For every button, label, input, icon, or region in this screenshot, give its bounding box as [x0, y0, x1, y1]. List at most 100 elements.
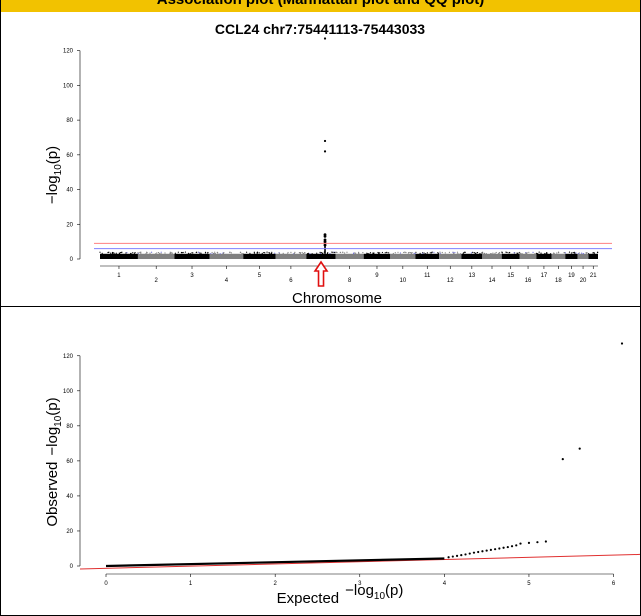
qq-point: [506, 545, 509, 549]
manhattan-point: [521, 252, 523, 255]
manhattan-point: [329, 252, 331, 255]
manhattan-point: [101, 252, 103, 254]
qq-y-tick-label: 100: [63, 389, 74, 395]
manhattan-point: [120, 251, 122, 254]
manhattan-point: [525, 252, 527, 254]
qq-point: [472, 551, 476, 554]
manhattan-point: [207, 252, 209, 254]
manhattan-point: [571, 252, 573, 254]
manhattan-point: [550, 253, 552, 255]
manhattan-point: [384, 252, 386, 254]
manhattan-point: [413, 252, 415, 254]
manhattan-point: [439, 252, 441, 254]
manhattan-x-tick-label: 10: [399, 278, 406, 284]
manhattan-x-tick-label: 11: [424, 273, 431, 279]
manhattan-y-tick-label: 120: [63, 49, 74, 55]
manhattan-point: [110, 252, 112, 254]
manhattan-point: [473, 251, 475, 254]
manhattan-point: [419, 252, 421, 254]
manhattan-point: [133, 253, 136, 255]
manhattan-point: [113, 252, 115, 254]
manhattan-point: [490, 253, 492, 255]
qq-point: [481, 550, 484, 553]
qq-point: [455, 554, 459, 557]
manhattan-point: [146, 251, 148, 253]
qq-x-label-mid: −log: [345, 582, 374, 599]
manhattan-point: [261, 252, 263, 254]
manhattan-chromosome-band: [551, 253, 566, 259]
qq-y-label-mid: −log: [44, 427, 61, 456]
qq-x-tick-label: 1: [189, 581, 193, 587]
manhattan-point: [476, 252, 479, 254]
manhattan-point: [379, 252, 381, 254]
manhattan-point: [568, 251, 571, 253]
manhattan-point: [368, 253, 370, 255]
manhattan-point: [513, 252, 515, 254]
manhattan-peak-point: [323, 243, 327, 247]
manhattan-point: [309, 253, 311, 255]
manhattan-point: [157, 252, 160, 254]
red-arrow-icon: [313, 260, 329, 287]
qq-y-tick-label: 120: [63, 354, 74, 360]
manhattan-point: [301, 251, 303, 254]
qq-point: [544, 540, 547, 543]
manhattan-point: [430, 252, 433, 254]
manhattan-point: [184, 251, 187, 253]
manhattan-plot: CCL24 chr7:75441113-75443033 02040608010…: [44, 21, 612, 307]
manhattan-x-tick-label: 21: [590, 273, 597, 279]
manhattan-point: [537, 253, 539, 255]
manhattan-x-label: Chromosome: [292, 290, 382, 307]
manhattan-point: [174, 252, 176, 254]
qq-point: [502, 546, 505, 549]
qq-x-label-prefix: Expected: [277, 590, 340, 607]
manhattan-chromosome-band: [100, 253, 138, 259]
manhattan-point: [307, 253, 309, 255]
manhattan-chromosome-band: [390, 253, 416, 259]
qq-point: [468, 552, 471, 555]
manhattan-point: [532, 251, 534, 253]
manhattan-point: [130, 252, 132, 255]
manhattan-point: [230, 252, 232, 254]
manhattan-chromosome-band: [565, 253, 578, 259]
manhattan-point: [373, 253, 375, 255]
qq-y-label-sub: 10: [53, 415, 64, 427]
manhattan-point: [216, 251, 218, 253]
manhattan-point: [346, 251, 348, 253]
manhattan-point: [177, 251, 179, 253]
manhattan-point: [394, 252, 396, 254]
qq-y-tick-label: 80: [66, 424, 73, 430]
manhattan-point: [577, 253, 580, 255]
manhattan-point: [253, 251, 255, 253]
manhattan-point: [501, 251, 503, 253]
manhattan-point: [423, 252, 425, 254]
manhattan-point: [563, 251, 566, 254]
manhattan-y-label-suffix: (p): [44, 146, 61, 164]
manhattan-point: [211, 251, 213, 254]
manhattan-point: [192, 252, 194, 254]
manhattan-point: [335, 251, 337, 253]
manhattan-point: [304, 252, 306, 254]
manhattan-point: [388, 252, 390, 254]
manhattan-point: [552, 252, 555, 254]
manhattan-y-ticks: 0 20 40 60 80 100 120: [63, 49, 81, 263]
manhattan-peak-point: [323, 235, 327, 238]
manhattan-point: [483, 252, 486, 255]
manhattan-point: [258, 252, 260, 254]
manhattan-point: [425, 253, 427, 255]
manhattan-point: [517, 252, 519, 255]
manhattan-point: [586, 252, 588, 254]
manhattan-point: [462, 252, 464, 254]
manhattan-point: [198, 251, 200, 253]
manhattan-point: [437, 252, 439, 254]
manhattan-point: [287, 251, 289, 254]
qq-x-tick-label: 4: [443, 581, 447, 587]
manhattan-point: [140, 251, 142, 253]
manhattan-point: [200, 252, 202, 254]
manhattan-point: [410, 252, 412, 254]
qq-point: [561, 458, 564, 461]
manhattan-point: [457, 252, 459, 255]
manhattan-x-tick-label: 14: [489, 278, 496, 284]
manhattan-y-label-sub: 10: [53, 164, 64, 176]
manhattan-point: [454, 251, 456, 254]
qq-tail-points: [447, 342, 624, 559]
